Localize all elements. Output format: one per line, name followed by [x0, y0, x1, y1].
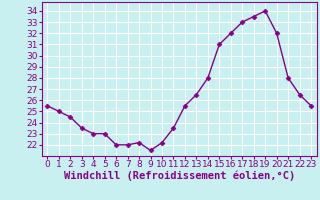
X-axis label: Windchill (Refroidissement éolien,°C): Windchill (Refroidissement éolien,°C) [64, 171, 295, 181]
